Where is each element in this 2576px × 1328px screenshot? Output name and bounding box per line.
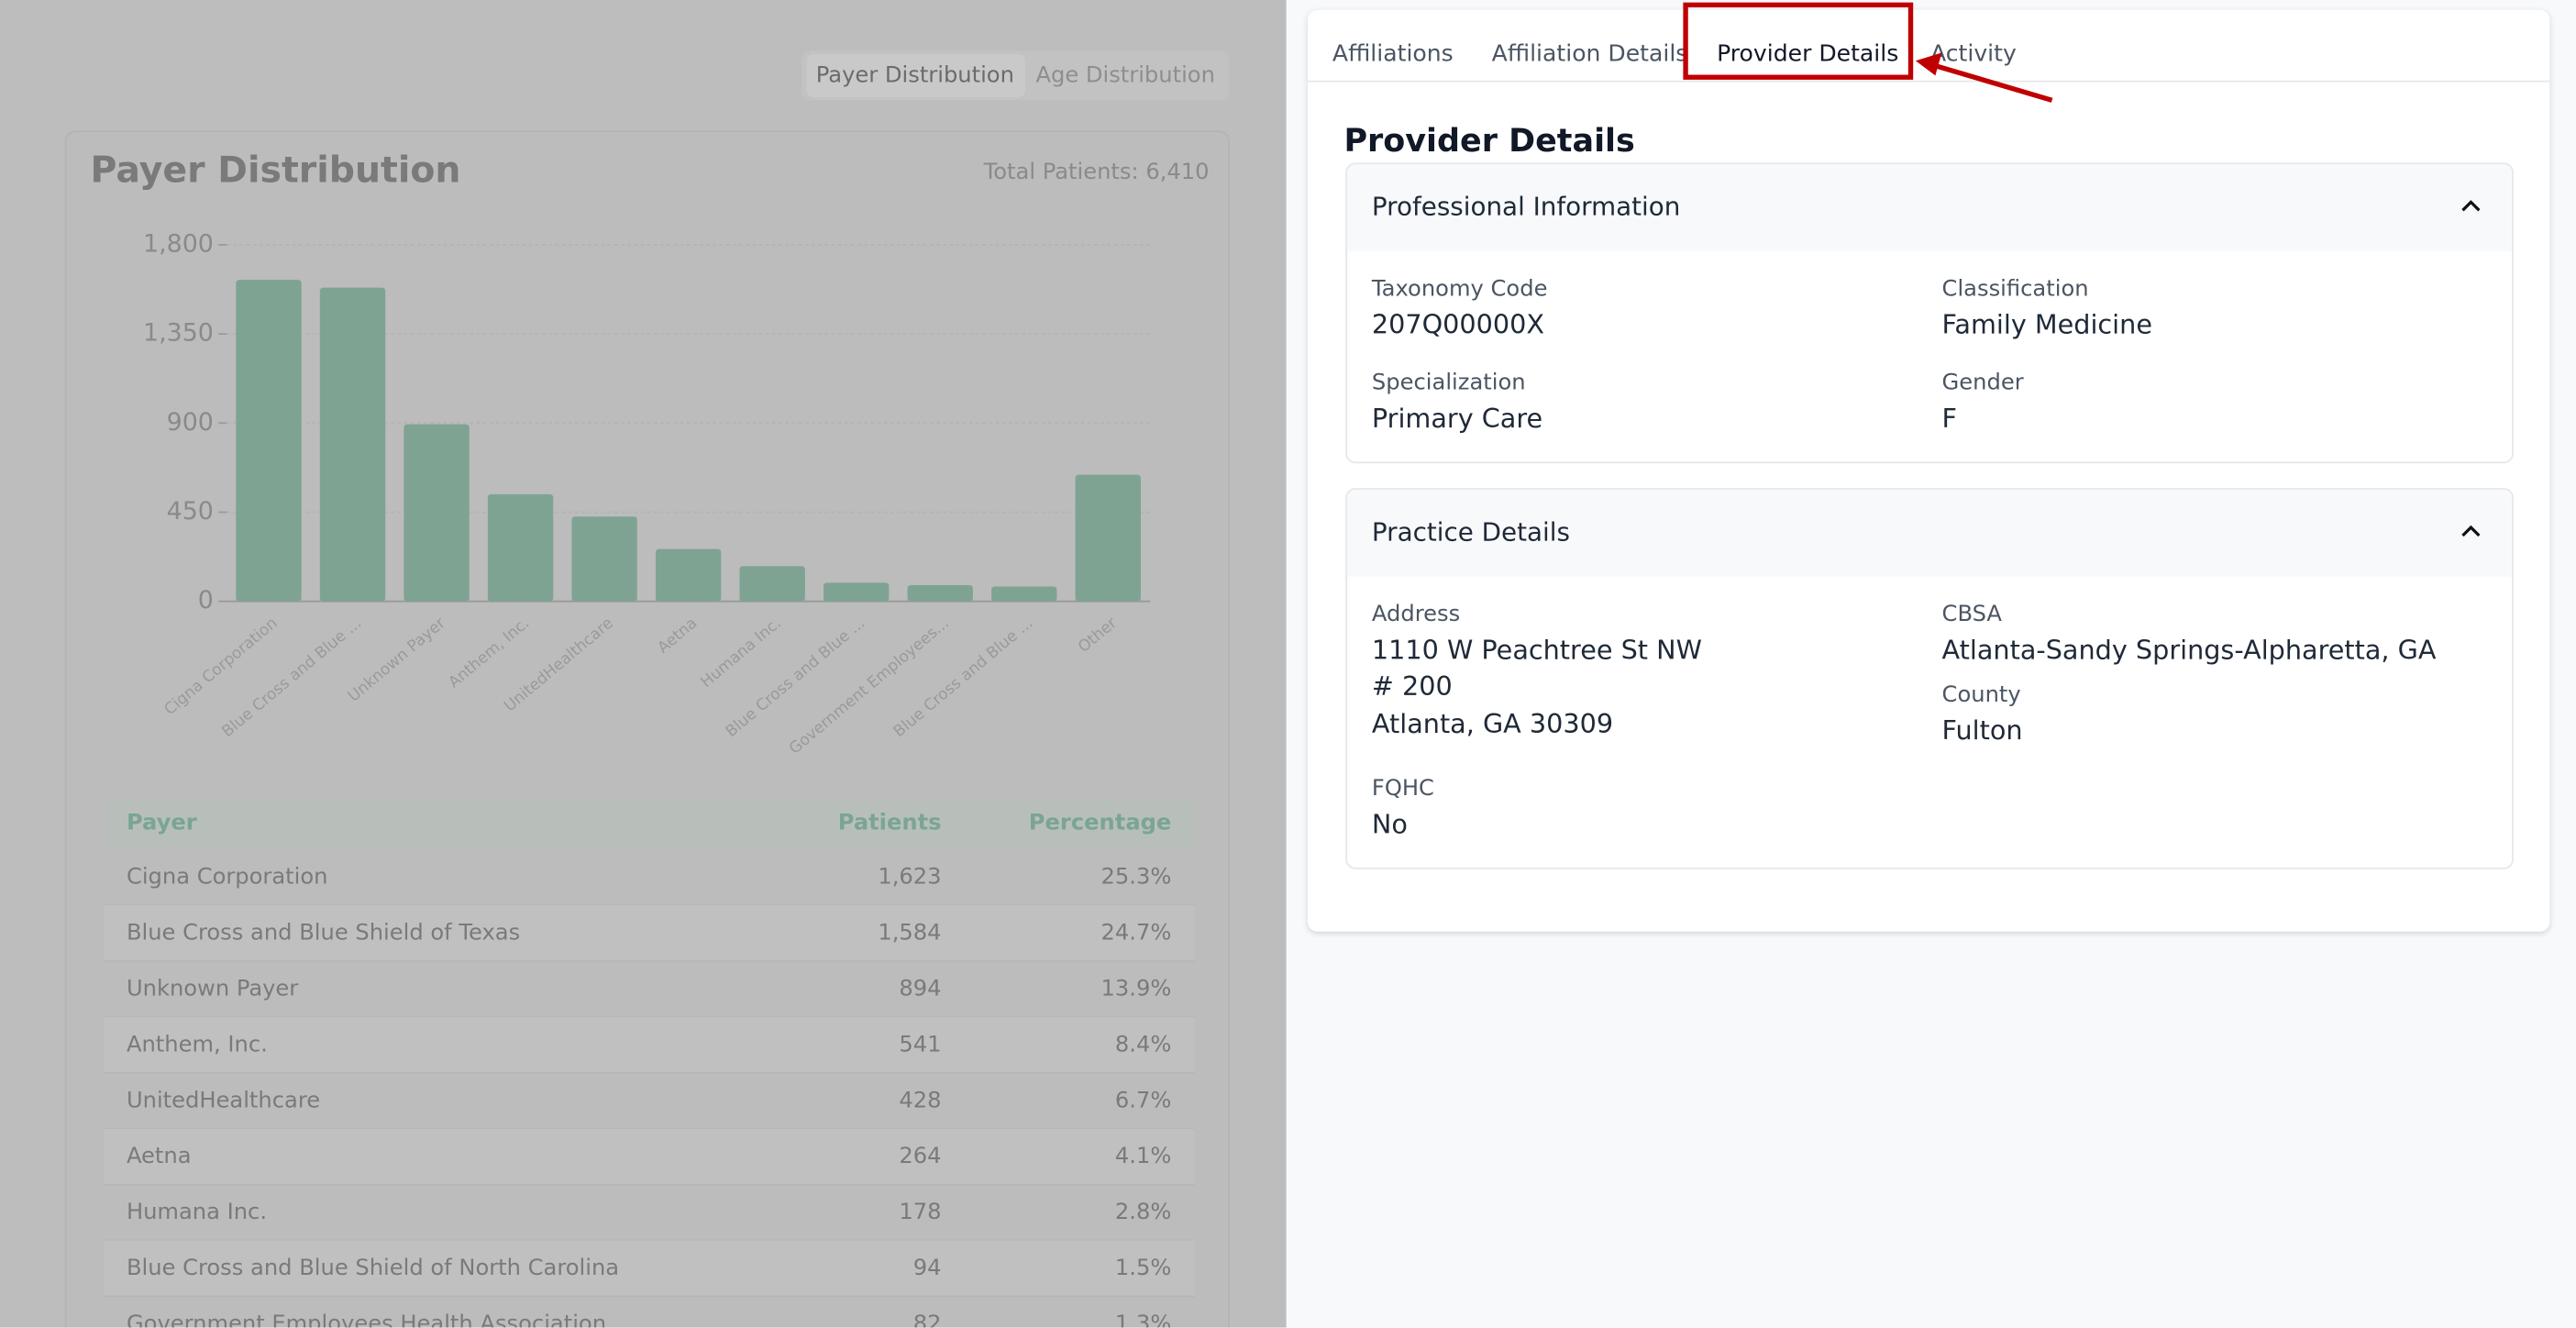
table-cell: 1.3% (1115, 1311, 1171, 1328)
y-tick-label: 1,350 (143, 319, 214, 348)
chevron-up (2461, 200, 2481, 212)
field-label: Address (1371, 601, 1461, 628)
tab-divider (1308, 80, 2550, 83)
accordion: Practice Details Address 1110 W Peachtre… (1345, 488, 2514, 869)
table-cell: 428 (899, 1087, 941, 1112)
table-row-bg (103, 1128, 1195, 1185)
table-row-bg (103, 1016, 1195, 1073)
bar (824, 582, 890, 602)
bar (907, 584, 973, 602)
bar (739, 566, 805, 602)
table-cell: 94 (913, 1255, 942, 1280)
tab[interactable]: Affiliation Details (1491, 40, 1688, 68)
bar (991, 586, 1057, 602)
accordion: Professional Information Taxonomy Code 2… (1345, 162, 2514, 464)
field-value: # 200 (1371, 670, 1453, 702)
table-cell: Unknown Payer (127, 975, 298, 1001)
accordion-header[interactable]: Practice Details (1347, 489, 2513, 577)
accordion-header[interactable]: Professional Information (1347, 164, 2513, 252)
field-label: Classification (1941, 275, 2089, 303)
table-cell: 13.9% (1101, 975, 1172, 1001)
table-cell: Aetna (127, 1143, 192, 1168)
toggle-button[interactable]: Payer Distribution (816, 61, 1014, 87)
field-label: CBSA (1941, 601, 2002, 628)
table-header: Percentage (1029, 810, 1172, 836)
y-tick-label: 1,800 (143, 229, 214, 258)
details-card: Affiliations Affiliation Details Provide… (1308, 9, 2550, 932)
table-cell: Government Employees Health Association (127, 1311, 606, 1328)
payer-panel: Payer Distribution Age Distribution Paye… (0, 0, 1287, 1328)
field-label: Specialization (1371, 370, 1526, 396)
field-label: Taxonomy Code (1371, 275, 1548, 303)
bar (236, 280, 302, 602)
field-value: F (1941, 402, 1958, 434)
table-header: Payer (127, 810, 197, 836)
table-cell: 6.7% (1115, 1087, 1171, 1112)
section-heading: Provider Details (1343, 121, 1635, 160)
table-cell: Cigna Corporation (127, 864, 328, 890)
y-tick-label: 0 (198, 586, 214, 614)
total-patients: Total Patients: 6,410 (983, 159, 1210, 184)
field-value: Family Medicine (1941, 308, 2152, 340)
accordion-title: Professional Information (1371, 192, 1681, 222)
table-cell: 541 (899, 1031, 941, 1057)
field-value: Atlanta-Sandy Springs-Alpharetta, GA (1941, 634, 2437, 666)
field-label: County (1941, 681, 2021, 709)
chevron-up (2461, 525, 2481, 537)
table-cell: 1,623 (878, 864, 941, 890)
table-cell: UnitedHealthcare (127, 1087, 320, 1112)
table-cell: 1.5% (1115, 1255, 1171, 1280)
field-label: FQHC (1371, 775, 1434, 802)
table-cell: 8.4% (1115, 1031, 1171, 1057)
accordion-title: Practice Details (1371, 517, 1570, 548)
y-tick-label: 450 (167, 497, 214, 526)
field-value: Fulton (1941, 714, 2023, 747)
tab[interactable]: Provider Details (1717, 40, 1899, 68)
bar (487, 493, 554, 602)
table-cell: 4.1% (1115, 1143, 1171, 1168)
table-cell: 25.3% (1101, 864, 1172, 890)
table-row-bg (103, 1240, 1195, 1297)
bar (404, 424, 470, 602)
table-cell: 264 (899, 1143, 941, 1168)
field-value: Atlanta, GA 30309 (1371, 708, 1614, 740)
table-cell: 178 (899, 1199, 941, 1224)
tab[interactable]: Activity (1930, 40, 2017, 68)
table-cell: Blue Cross and Blue Shield of North Caro… (127, 1255, 619, 1280)
field-value: 1110 W Peachtree St NW (1371, 634, 1702, 666)
bar (571, 516, 637, 602)
table-cell: 2.8% (1115, 1199, 1171, 1224)
field-value: No (1371, 808, 1408, 840)
bar (655, 548, 722, 602)
toggle-button[interactable]: Age Distribution (1035, 61, 1214, 87)
bar (1075, 474, 1141, 602)
field-value: Primary Care (1371, 402, 1543, 434)
table-cell: Humana Inc. (127, 1199, 267, 1224)
table-cell: 894 (899, 975, 941, 1001)
table-cell: 24.7% (1101, 920, 1172, 946)
chart-title: Payer Distribution (91, 149, 461, 192)
table-row-bg (103, 905, 1195, 962)
table-cell: Anthem, Inc. (127, 1031, 268, 1057)
details-panel: Affiliations Affiliation Details Provide… (1286, 0, 2576, 1328)
table-header: Patients (838, 810, 942, 836)
table-cell: 1,584 (878, 920, 941, 946)
tab[interactable]: Affiliations (1332, 40, 1454, 68)
field-value: 207Q00000X (1371, 308, 1545, 340)
y-tick-label: 900 (167, 408, 214, 437)
table-cell: Blue Cross and Blue Shield of Texas (127, 920, 520, 946)
table-header-bg (103, 798, 1195, 848)
bar (319, 287, 386, 602)
payer-view: Payer Distribution Age Distribution Paye… (64, 50, 1230, 1328)
toggle-active (806, 54, 1025, 97)
table-cell: 82 (913, 1311, 942, 1328)
field-label: Gender (1941, 370, 2024, 396)
